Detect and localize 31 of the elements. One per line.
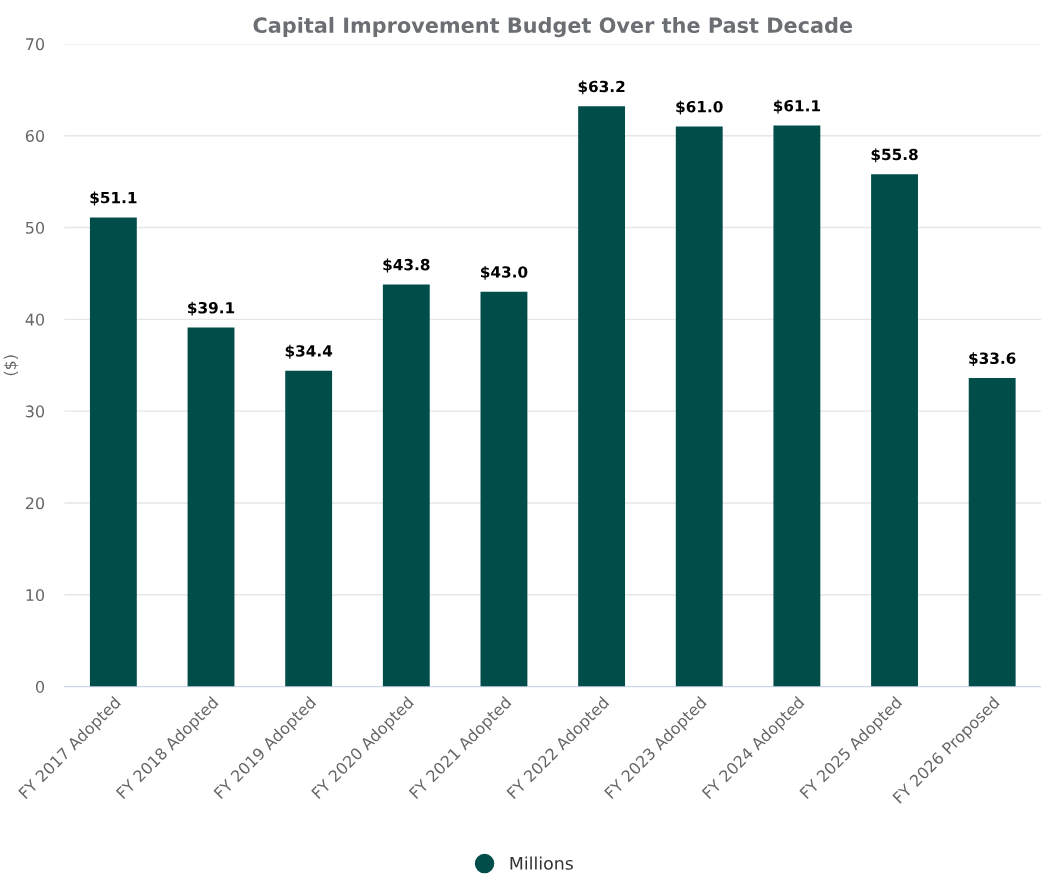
y-tick-label: 40	[25, 313, 45, 326]
y-axis-title: ($)	[3, 355, 19, 376]
y-tick-label: 60	[25, 129, 45, 143]
data-label: $39.1	[188, 301, 235, 316]
data-label: $61.1	[773, 99, 820, 114]
y-tick-label: 0	[35, 680, 45, 693]
legend-label: Millions	[510, 856, 573, 870]
bar	[871, 174, 918, 687]
y-tick-label: 70	[26, 38, 45, 51]
bar	[968, 378, 1016, 687]
y-tick-label: 30	[25, 405, 45, 418]
y-tick-label: 50	[26, 221, 45, 234]
bar	[187, 327, 235, 687]
data-label: $43.8	[383, 258, 430, 273]
data-label: $51.1	[90, 191, 137, 206]
data-label: $55.8	[871, 148, 918, 163]
data-label: $33.6	[969, 352, 1016, 367]
data-label: $34.4	[285, 344, 333, 359]
bar	[675, 126, 723, 687]
y-tick-label: 20	[25, 497, 45, 510]
data-label: $63.2	[578, 80, 625, 95]
bar	[578, 106, 626, 687]
data-label: $61.0	[676, 100, 723, 115]
bar	[89, 217, 137, 687]
bar	[382, 284, 430, 687]
data-label: $43.0	[480, 265, 528, 280]
bar	[773, 125, 821, 687]
y-tick-label: 10	[26, 589, 45, 602]
chart-title: Capital Improvement Budget Over the Past Decade	[253, 16, 853, 38]
bar	[285, 370, 333, 687]
bar	[480, 291, 528, 687]
